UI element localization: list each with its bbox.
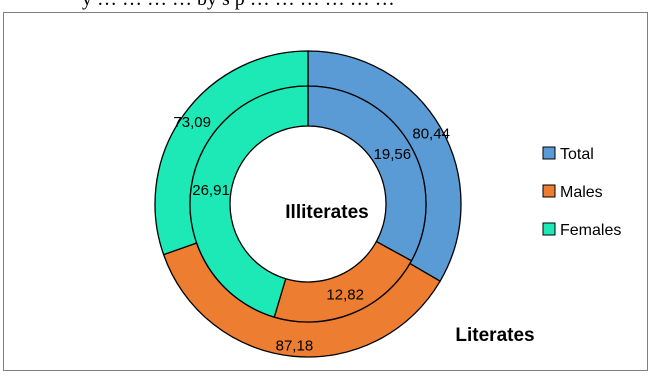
legend: Total Males Females — [542, 146, 621, 239]
outer-ring-label: Literates — [455, 325, 534, 346]
outer-value-label-total: 80,44 — [412, 125, 450, 142]
value-labels-group: 80,44 87,18 73,09 19,56 12,82 26,91 — [173, 114, 450, 354]
legend-label-males: Males — [560, 184, 603, 201]
outer-value-label-females: 73,09 — [173, 114, 211, 131]
center-label: Illiterates — [285, 202, 368, 223]
caption-text: y … … … … by s p … … … … … … — [82, 0, 395, 11]
inner-ring-slice-total — [307, 85, 427, 262]
rings-group — [154, 50, 462, 358]
outer-value-label-males: 87,18 — [276, 337, 314, 354]
inner-value-label-females: 26,91 — [192, 182, 230, 199]
inner-value-label-total: 19,56 — [374, 146, 412, 163]
inner-value-label-males: 12,82 — [326, 287, 364, 304]
legend-label-females: Females — [560, 222, 621, 239]
chart-frame — [3, 12, 648, 371]
legend-swatch-females — [542, 222, 556, 236]
legend-swatch-total — [542, 146, 556, 160]
inner-ring-slice-females — [189, 85, 309, 318]
legend-swatch-males — [542, 184, 556, 198]
legend-label-total: Total — [560, 146, 594, 163]
caption-fragment: y … … … … by s p … … … … … … — [0, 0, 651, 20]
